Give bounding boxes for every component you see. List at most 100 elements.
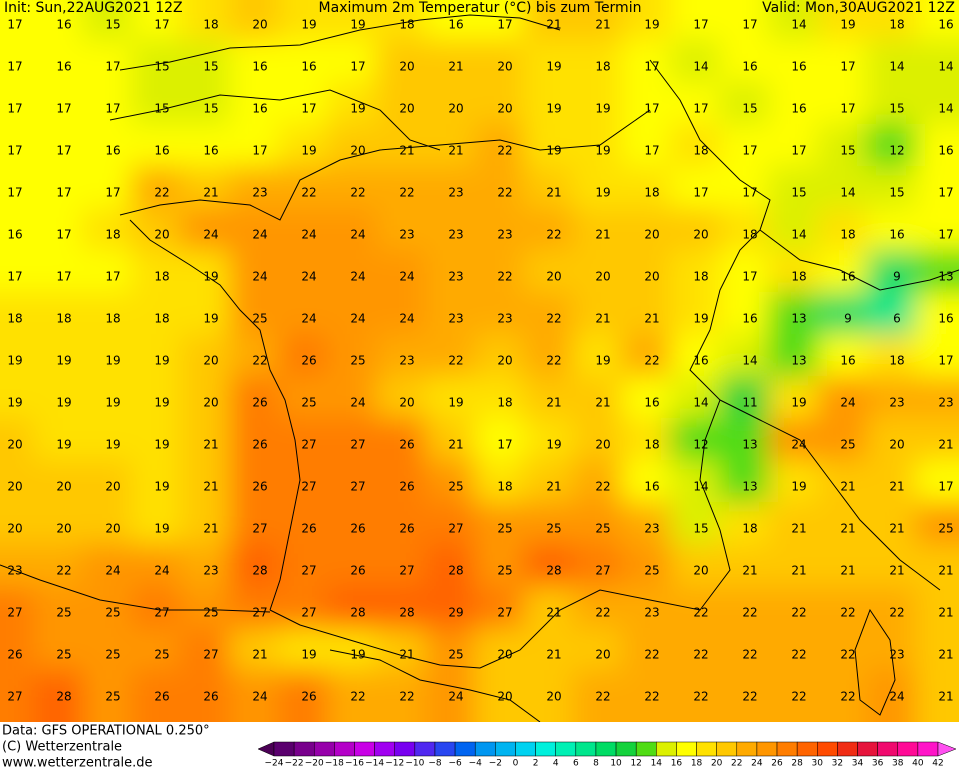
temperature-value: 22 bbox=[497, 270, 512, 284]
temperature-value: 19 bbox=[56, 438, 71, 452]
colorbar-box bbox=[354, 741, 375, 757]
temperature-value: 28 bbox=[252, 564, 267, 578]
temperature-value: 22 bbox=[350, 690, 365, 704]
temperature-value: 24 bbox=[252, 228, 267, 242]
temperature-value: 21 bbox=[791, 564, 806, 578]
temperature-value: 14 bbox=[938, 60, 953, 74]
temperature-value: 17 bbox=[644, 144, 659, 158]
temperature-value: 18 bbox=[399, 18, 414, 32]
temperature-value: 21 bbox=[399, 648, 414, 662]
colorbar-label: −6 bbox=[448, 759, 462, 769]
source: Data: GFS OPERATIONAL 0.250° bbox=[2, 724, 210, 739]
colorbar-box bbox=[736, 741, 758, 757]
temperature-value: 18 bbox=[693, 270, 708, 284]
colorbar-box bbox=[756, 741, 778, 757]
temperature-value: 23 bbox=[644, 522, 659, 536]
temperature-value: 22 bbox=[742, 606, 757, 620]
temperature-value: 23 bbox=[644, 606, 659, 620]
temperature-value: 17 bbox=[105, 60, 120, 74]
temperature-value: 22 bbox=[399, 690, 414, 704]
temperature-value: 20 bbox=[399, 102, 414, 116]
temperature-value: 20 bbox=[497, 690, 512, 704]
temperature-value: 22 bbox=[742, 648, 757, 662]
temperature-value: 22 bbox=[644, 648, 659, 662]
colorbar-box bbox=[313, 741, 335, 757]
temperature-value: 26 bbox=[252, 438, 267, 452]
temperature-value: 25 bbox=[154, 648, 169, 662]
temperature-value: 24 bbox=[252, 270, 267, 284]
temperature-value: 19 bbox=[154, 438, 169, 452]
temperature-value: 28 bbox=[448, 564, 463, 578]
temperature-value: 29 bbox=[448, 606, 463, 620]
temperature-value: 17 bbox=[105, 102, 120, 116]
temperature-value: 14 bbox=[889, 60, 904, 74]
temperature-value: 16 bbox=[301, 60, 316, 74]
temperature-value: 26 bbox=[301, 690, 316, 704]
temperature-value: 23 bbox=[7, 564, 22, 578]
temperature-value: 27 bbox=[7, 690, 22, 704]
temperature-value: 26 bbox=[399, 438, 414, 452]
temperature-value: 19 bbox=[154, 396, 169, 410]
temperature-value: 21 bbox=[448, 438, 463, 452]
temperature-value: 24 bbox=[448, 690, 463, 704]
temperature-value: 21 bbox=[938, 564, 953, 578]
colorbar-label: −16 bbox=[345, 759, 364, 769]
temperature-value: 19 bbox=[595, 354, 610, 368]
temperature-value: 27 bbox=[301, 438, 316, 452]
temperature-value: 18 bbox=[105, 312, 120, 326]
temperature-value: 20 bbox=[546, 270, 561, 284]
temperature-value: 22 bbox=[154, 186, 169, 200]
temperature-value: 23 bbox=[448, 312, 463, 326]
temperature-value: 21 bbox=[889, 564, 904, 578]
temperature-value: 27 bbox=[301, 606, 316, 620]
temperature-value: 24 bbox=[154, 564, 169, 578]
colorbar-box bbox=[515, 741, 536, 757]
temperature-value: 20 bbox=[105, 480, 120, 494]
temperature-value: 17 bbox=[693, 186, 708, 200]
colorbar-box bbox=[334, 741, 355, 757]
temperature-value: 21 bbox=[840, 480, 855, 494]
temperature-value: 15 bbox=[840, 144, 855, 158]
temperature-value: 26 bbox=[252, 480, 267, 494]
temperature-value: 15 bbox=[203, 102, 218, 116]
temperature-value: 21 bbox=[938, 648, 953, 662]
temperature-value: 24 bbox=[350, 312, 365, 326]
temperature-value: 18 bbox=[154, 270, 169, 284]
colorbar-box bbox=[656, 741, 677, 757]
temperature-value: 15 bbox=[742, 102, 757, 116]
temperature-value: 20 bbox=[546, 690, 561, 704]
temperature-value: 23 bbox=[497, 312, 512, 326]
temperature-value: 22 bbox=[889, 606, 904, 620]
colorbar-box bbox=[454, 741, 476, 757]
colorbar-box bbox=[676, 741, 697, 757]
temperature-value: 21 bbox=[791, 522, 806, 536]
temperature-value: 25 bbox=[497, 522, 512, 536]
temperature-value: 14 bbox=[791, 18, 806, 32]
temperature-value: 26 bbox=[301, 522, 316, 536]
temperature-value: 18 bbox=[154, 312, 169, 326]
temperature-value: 18 bbox=[105, 228, 120, 242]
temperature-value: 21 bbox=[448, 144, 463, 158]
temperature-value: 17 bbox=[644, 60, 659, 74]
temperature-value: 18 bbox=[791, 270, 806, 284]
temperature-value: 15 bbox=[889, 186, 904, 200]
temperature-value: 19 bbox=[546, 102, 561, 116]
temperature-value: 22 bbox=[840, 648, 855, 662]
colorbar-box bbox=[555, 741, 577, 757]
colorbar-label: −10 bbox=[405, 759, 424, 769]
temperature-value: 19 bbox=[448, 396, 463, 410]
temperature-value: 6 bbox=[893, 312, 901, 326]
colorbar-box bbox=[374, 741, 395, 757]
colorbar: −24 −22 −20 −18 −16 −14 −12 −10 −8 −6 −4 −2 0 2 4 6 8 10 1… bbox=[257, 741, 957, 769]
temperature-value: 17 bbox=[301, 102, 316, 116]
colorbar-label: 18 bbox=[691, 759, 703, 769]
temperature-value: 15 bbox=[791, 186, 806, 200]
colorbar-box bbox=[414, 741, 436, 757]
temperature-value: 18 bbox=[742, 522, 757, 536]
temperature-value: 19 bbox=[56, 354, 71, 368]
temperature-value: 26 bbox=[301, 354, 316, 368]
temperature-value: 20 bbox=[595, 270, 610, 284]
copyright: (C) Wetterzentrale bbox=[2, 740, 122, 755]
temperature-value: 25 bbox=[644, 564, 659, 578]
